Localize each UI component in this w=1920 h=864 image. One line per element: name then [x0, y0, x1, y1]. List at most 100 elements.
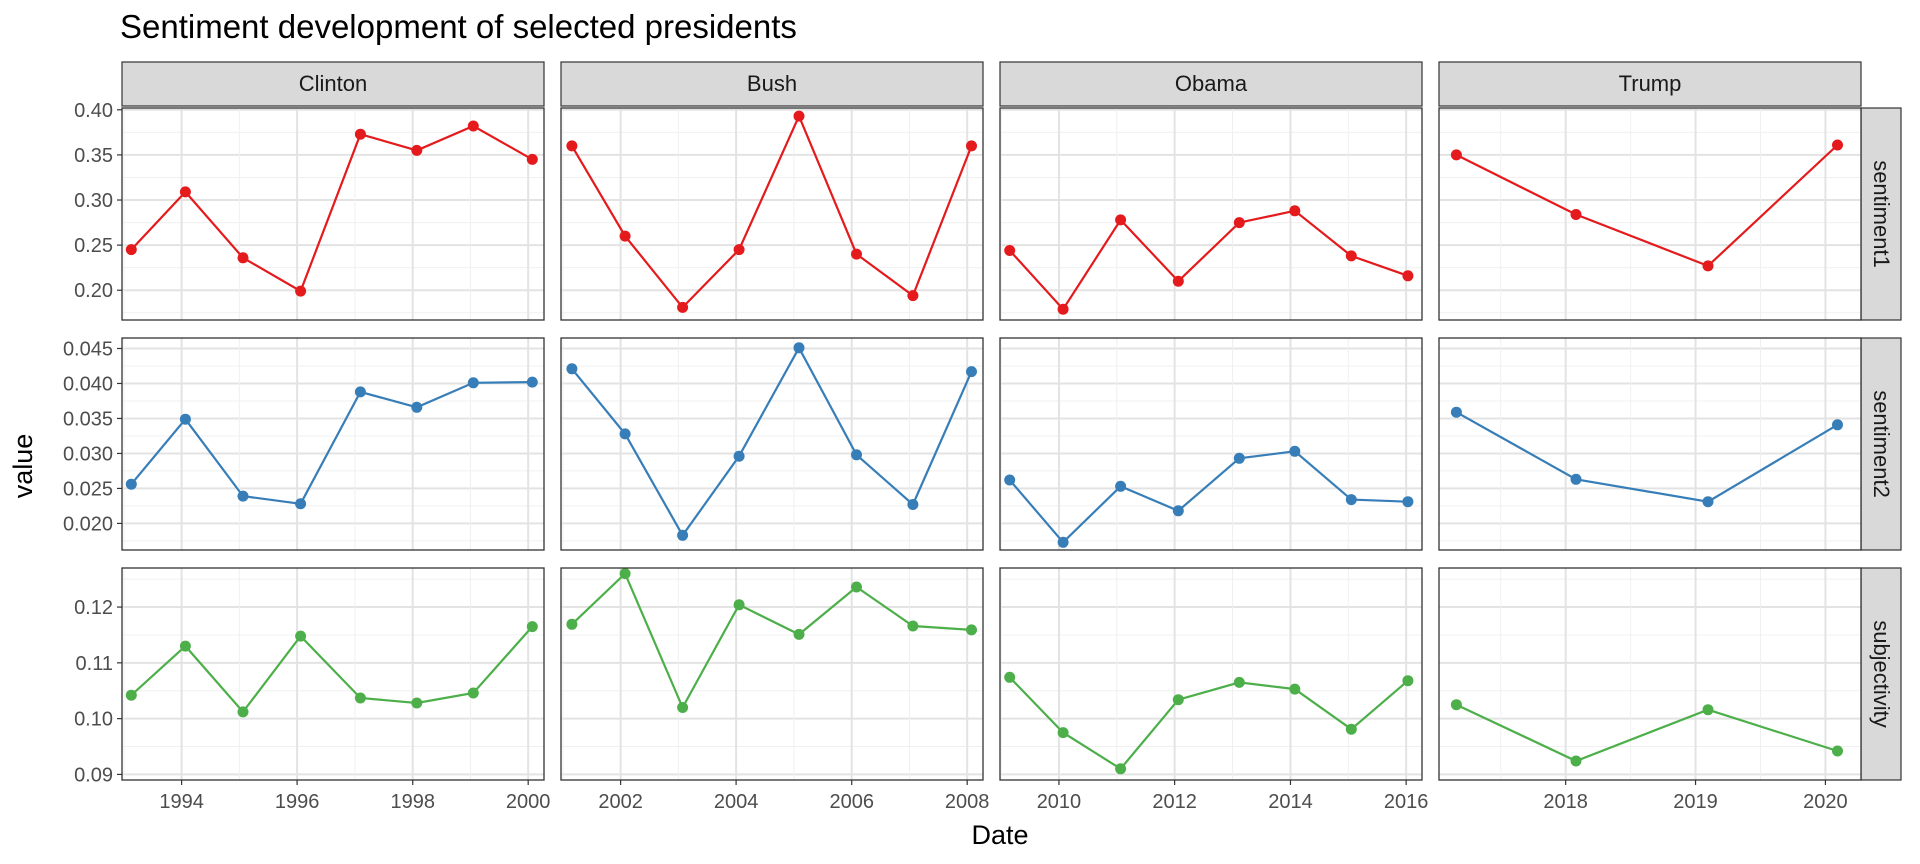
data-point-sentiment2 — [793, 342, 805, 354]
data-point-subjectivity — [237, 706, 249, 718]
panel-trump-subjectivity — [1438, 567, 1862, 781]
data-point-subjectivity — [467, 687, 479, 699]
panel-border — [121, 567, 545, 781]
data-point-sentiment2 — [1004, 474, 1016, 486]
data-point-sentiment2 — [619, 428, 631, 440]
series-line-sentiment2 — [571, 345, 973, 538]
data-point-subjectivity — [619, 568, 631, 580]
data-point-sentiment1 — [677, 301, 689, 313]
strip-label-sentiment2: sentiment2 — [1869, 390, 1894, 498]
panel-border — [999, 107, 1423, 321]
data-point-subjectivity — [1702, 704, 1714, 716]
x-tick-label: 1994 — [159, 791, 204, 813]
series-line-sentiment2 — [130, 381, 533, 505]
strip-label-trump: Trump — [1619, 71, 1682, 96]
data-point-subjectivity — [677, 702, 689, 713]
data-point-sentiment1 — [966, 140, 977, 152]
panel-background — [1000, 568, 1422, 780]
panel-clinton-subjectivity — [121, 567, 545, 781]
x-tick-label: 2012 — [1152, 791, 1197, 813]
data-point-sentiment2 — [1345, 494, 1357, 506]
data-point-sentiment1 — [1057, 303, 1069, 315]
data-point-sentiment2 — [1172, 505, 1184, 517]
panel-bush-subjectivity — [560, 567, 984, 781]
strip-sentiment1 — [1860, 107, 1902, 321]
y-tick-label: 0.20 — [74, 280, 113, 302]
panel-trump-sentiment1 — [1438, 107, 1862, 321]
data-point-sentiment2 — [526, 376, 538, 388]
data-point-sentiment1 — [411, 144, 423, 156]
panel-border — [1438, 567, 1862, 781]
data-point-sentiment1 — [295, 285, 307, 297]
y-tick-label: 0.040 — [63, 373, 113, 395]
data-point-sentiment2 — [1115, 480, 1127, 492]
data-point-sentiment1 — [907, 290, 919, 302]
data-point-sentiment2 — [733, 450, 745, 462]
strip-trump — [1438, 61, 1862, 107]
data-point-subjectivity — [1570, 755, 1582, 767]
panel-background — [122, 568, 544, 780]
y-tick-label: 0.11 — [76, 653, 113, 675]
data-point-sentiment1 — [237, 252, 249, 264]
data-point-subjectivity — [1057, 727, 1069, 739]
y-tick-label: 0.020 — [63, 513, 113, 535]
data-point-sentiment1 — [1702, 260, 1714, 272]
data-point-sentiment2 — [295, 498, 307, 510]
strip-obama — [999, 61, 1423, 107]
y-tick-label: 0.030 — [63, 443, 113, 465]
gridlines — [1000, 338, 1422, 550]
facet-grid: Clinton Bush Obama Trump sentiment1 sentiment… — [63, 61, 1902, 813]
x-tick-label: 2016 — [1384, 791, 1429, 813]
gridlines — [1439, 568, 1861, 780]
data-point-sentiment2 — [677, 529, 689, 541]
panel-bush-sentiment1 — [560, 107, 984, 321]
data-point-sentiment2 — [1402, 496, 1414, 508]
data-point-sentiment2 — [1570, 473, 1582, 485]
data-point-subjectivity — [966, 624, 977, 636]
panel-background — [561, 338, 983, 550]
data-point-sentiment1 — [851, 248, 862, 260]
x-tick-label: 2014 — [1268, 791, 1313, 813]
data-point-subjectivity — [125, 689, 137, 701]
x-tick-label: 2006 — [829, 791, 874, 813]
data-point-subjectivity — [851, 581, 862, 593]
data-point-sentiment1 — [1345, 250, 1357, 262]
y-tick-label: 0.10 — [74, 709, 113, 731]
panel-clinton-sentiment1 — [121, 107, 545, 321]
gridlines — [561, 568, 983, 780]
series-line-subjectivity — [571, 571, 972, 711]
data-point-sentiment1 — [179, 186, 191, 198]
data-point-sentiment2 — [467, 377, 479, 389]
strip-clinton — [121, 61, 545, 107]
data-point-subjectivity — [1289, 683, 1301, 695]
panel-border — [121, 107, 545, 321]
x-tick-label: 2019 — [1673, 791, 1718, 813]
y-tick-label: 0.30 — [74, 190, 113, 212]
data-point-sentiment2 — [354, 386, 366, 398]
panel-border — [121, 337, 545, 551]
series-line-sentiment1 — [570, 113, 973, 310]
panel-obama-subjectivity — [999, 567, 1423, 781]
panel-bush-sentiment2 — [560, 337, 984, 551]
data-point-sentiment1 — [1570, 209, 1582, 220]
panel-border — [560, 107, 984, 321]
data-point-sentiment1 — [354, 128, 366, 140]
gridlines — [122, 338, 544, 550]
panel-border — [560, 337, 984, 551]
data-point-subjectivity — [295, 630, 307, 642]
panel-background — [561, 568, 983, 780]
series-line-sentiment1 — [130, 124, 533, 293]
series-line-subjectivity — [130, 625, 534, 714]
series-line-sentiment2 — [1455, 411, 1839, 503]
gridlines — [122, 108, 544, 320]
data-point-subjectivity — [566, 618, 578, 630]
y-tick-label: 0.25 — [74, 235, 113, 257]
panel-border — [560, 567, 984, 781]
data-point-sentiment1 — [1289, 205, 1301, 217]
data-point-sentiment1 — [1233, 217, 1245, 229]
data-point-sentiment2 — [179, 413, 191, 425]
x-tick-label: 2020 — [1803, 791, 1848, 813]
strip-subjectivity — [1860, 567, 1902, 781]
y-tick-label: 0.09 — [74, 764, 113, 786]
data-point-subjectivity — [411, 697, 423, 709]
